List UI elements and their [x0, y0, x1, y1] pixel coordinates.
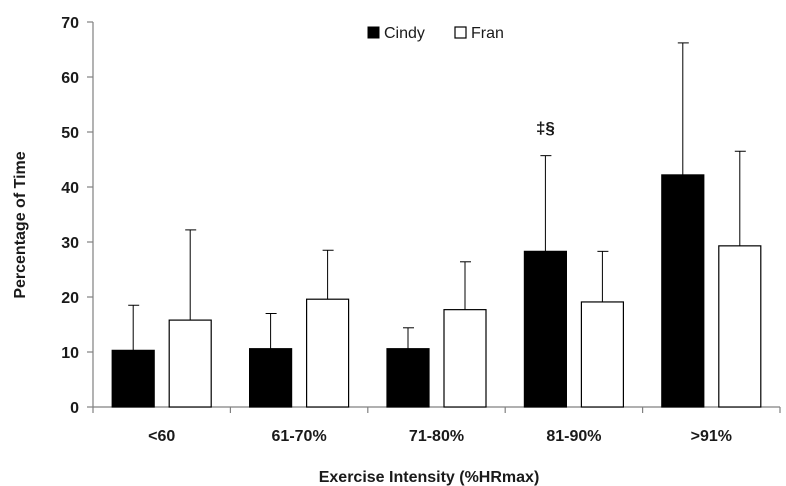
legend-label-fran: Fran — [471, 25, 504, 42]
x-tick-label: 81-90% — [546, 428, 601, 445]
x-axis-title: Exercise Intensity (%HRmax) — [319, 469, 540, 486]
bar-fran — [168, 319, 212, 408]
y-tick-label: 60 — [61, 70, 79, 87]
y-tick-label: 40 — [61, 180, 79, 197]
x-tick-label: >91% — [691, 428, 732, 445]
y-tick-label: 10 — [61, 345, 79, 362]
tick-labels: 0 10 20 30 40 50 60 70 <60 61-70% 71-80% 81-90% >91% — [61, 15, 732, 445]
x-tick-label: <60 — [148, 428, 175, 445]
y-axis-title: Percentage of Time — [12, 151, 29, 298]
y-tick-label: 30 — [61, 235, 79, 252]
bar-fran — [718, 245, 762, 408]
significance-annotation: ‡§ — [536, 119, 555, 138]
x-tick-label: 71-80% — [409, 428, 464, 445]
legend-label-cindy: Cindy — [384, 25, 425, 42]
bar-fran — [306, 298, 350, 408]
bar-fran — [580, 301, 625, 408]
y-tick-label: 50 — [61, 125, 79, 142]
bar-cindy — [523, 250, 568, 408]
legend-swatch-fran — [454, 26, 467, 39]
bar-cindy — [111, 349, 155, 408]
bar-cindy — [249, 348, 293, 408]
legend: Cindy Fran — [367, 25, 504, 42]
bar-cindy — [661, 174, 705, 408]
bars — [111, 174, 762, 408]
x-tick-label: 61-70% — [272, 428, 327, 445]
error-bars — [128, 42, 746, 351]
bar-cindy — [386, 348, 430, 408]
y-tick-label: 70 — [61, 15, 79, 32]
y-tick-label: 0 — [70, 400, 79, 417]
y-tick-label: 20 — [61, 290, 79, 307]
legend-swatch-cindy — [367, 26, 380, 39]
bar-fran — [443, 309, 487, 408]
